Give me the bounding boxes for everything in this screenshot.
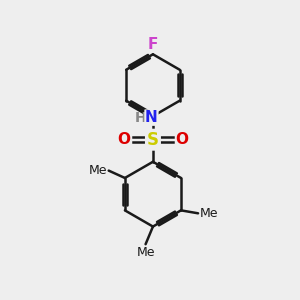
Text: O: O [176, 132, 189, 147]
Text: Me: Me [136, 246, 155, 259]
Text: F: F [148, 37, 158, 52]
Text: N: N [145, 110, 158, 125]
Text: Me: Me [89, 164, 107, 177]
Text: S: S [147, 131, 159, 149]
Text: O: O [117, 132, 130, 147]
Text: H: H [135, 111, 146, 124]
Text: Me: Me [200, 207, 218, 220]
